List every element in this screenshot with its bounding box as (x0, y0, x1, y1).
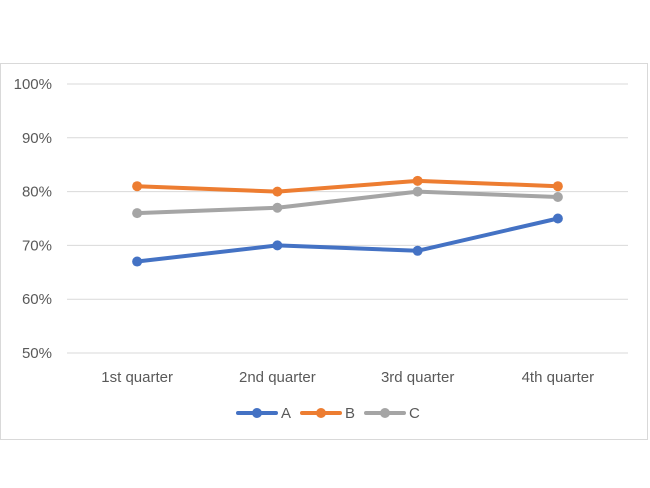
legend-swatch-marker (252, 408, 262, 418)
series-b (132, 175, 563, 197)
legend-swatch-marker (380, 408, 390, 418)
series-line-c (135, 189, 560, 216)
x-tick-label: 3rd quarter (381, 369, 454, 386)
data-point-b (552, 181, 563, 192)
x-tick-label: 2nd quarter (239, 369, 316, 386)
y-tick-label: 50% (22, 345, 52, 362)
y-tick-label: 60% (22, 291, 52, 308)
x-tick-label: 4th quarter (522, 369, 595, 386)
legend-label: C (409, 405, 420, 422)
legend-swatch-marker (316, 408, 326, 418)
series-lines (132, 175, 563, 267)
data-point-c (132, 208, 143, 219)
data-point-b (132, 181, 143, 192)
x-axis-tick-labels: 1st quarter 2nd quarter 3rd quarter 4th qua… (101, 369, 594, 386)
y-tick-label: 90% (22, 130, 52, 147)
chart-frame (0, 63, 648, 440)
data-point-b (412, 175, 423, 186)
legend-item-b: B (300, 405, 355, 422)
y-axis-tick-labels: 50% 60% 70% 80% 90% 100% (14, 76, 52, 362)
series-line-a (135, 216, 560, 264)
y-tick-label: 70% (22, 237, 52, 254)
data-point-c (272, 202, 283, 213)
gridlines (67, 83, 628, 354)
series-line-b (135, 178, 560, 194)
legend-label: A (281, 405, 291, 422)
data-point-a (412, 245, 423, 256)
data-point-a (132, 256, 143, 267)
y-tick-label: 80% (22, 184, 52, 201)
data-point-a (552, 213, 563, 224)
series-c (132, 186, 563, 219)
data-point-c (552, 191, 563, 202)
y-tick-label: 100% (14, 76, 52, 93)
legend-item-a: A (236, 405, 291, 422)
x-tick-label: 1st quarter (101, 369, 173, 386)
legend-item-c: C (364, 405, 420, 422)
data-point-c (412, 186, 423, 197)
series-a (132, 213, 563, 267)
data-point-a (272, 240, 283, 251)
legend: A B C (236, 405, 420, 422)
data-point-b (272, 186, 283, 197)
legend-label: B (345, 405, 355, 422)
